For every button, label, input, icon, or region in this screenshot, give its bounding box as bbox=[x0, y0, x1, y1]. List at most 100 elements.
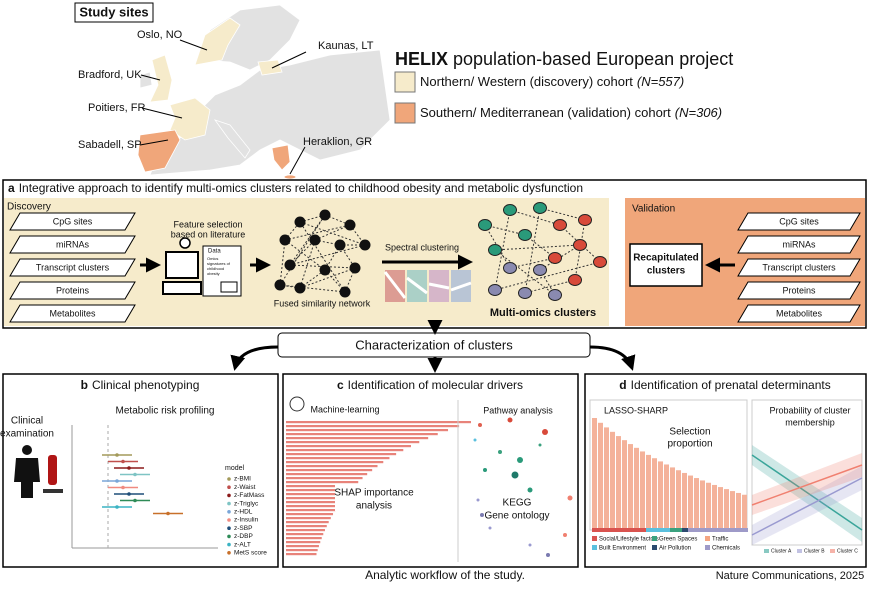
forest-point bbox=[115, 453, 119, 457]
network-edge bbox=[299, 221, 366, 246]
selection-bar bbox=[730, 491, 735, 528]
cluster-node bbox=[553, 219, 567, 231]
pathway-dot bbox=[498, 450, 502, 454]
category-swatch bbox=[705, 545, 710, 550]
heatmap-stripe bbox=[428, 282, 450, 290]
importance-bar bbox=[286, 457, 390, 460]
cluster-swatch bbox=[830, 549, 835, 553]
site-leaders bbox=[139, 39, 307, 175]
panel-letter: c bbox=[337, 378, 344, 392]
cluster-edge bbox=[494, 209, 511, 291]
selection-bar bbox=[700, 480, 705, 528]
cluster-node bbox=[478, 219, 492, 231]
selection-bar bbox=[712, 484, 717, 528]
category-strip bbox=[664, 528, 670, 532]
cluster-label: Cluster C bbox=[837, 548, 858, 554]
cluster-node bbox=[518, 287, 532, 299]
cluster-node bbox=[503, 262, 517, 274]
importance-bar bbox=[286, 529, 325, 532]
model-label: z-BMI bbox=[234, 476, 251, 483]
omics-box bbox=[737, 258, 861, 277]
importance-bar bbox=[286, 449, 404, 452]
doc-text: obesity bbox=[207, 271, 220, 276]
selection-bar bbox=[628, 444, 633, 528]
model-label: z-SBP bbox=[234, 525, 252, 532]
omics-box bbox=[737, 304, 861, 323]
category-label: Air Pollution bbox=[659, 546, 691, 552]
cluster-edge bbox=[484, 224, 526, 236]
cluster-node bbox=[548, 252, 562, 264]
importance-bar bbox=[286, 461, 384, 464]
importance-bar bbox=[286, 509, 336, 512]
pathway-dot bbox=[483, 468, 487, 472]
panel-letter: d bbox=[619, 378, 626, 392]
validation-label: Validation bbox=[632, 204, 675, 215]
forest-point bbox=[127, 466, 131, 470]
forest-point bbox=[121, 485, 125, 490]
importance-bar bbox=[286, 481, 359, 484]
heatmap-stripe bbox=[406, 276, 428, 295]
panel-title: a Integrative approach to identify multi-… bbox=[8, 181, 583, 195]
pathway-dot bbox=[538, 443, 542, 447]
legend-n: (N=557) bbox=[637, 74, 684, 89]
category-strip bbox=[622, 528, 628, 532]
importance-bar bbox=[286, 505, 339, 508]
content: Study sites Oslo, NO Kaunas, LT Bradford, U… bbox=[0, 4, 864, 582]
category-swatch bbox=[652, 545, 657, 550]
network-edge bbox=[299, 267, 356, 289]
omics-box bbox=[737, 281, 861, 300]
network-node bbox=[359, 239, 371, 251]
category-strip bbox=[592, 528, 598, 532]
network-edge bbox=[299, 221, 346, 293]
importance-bar bbox=[286, 477, 363, 480]
network-node bbox=[349, 262, 361, 274]
magnifier bbox=[179, 237, 191, 249]
omics-box bbox=[9, 235, 136, 254]
caption: Analytic workflow of the study. bbox=[365, 568, 525, 582]
category-strip bbox=[634, 528, 640, 532]
site-label: Bradford, UK bbox=[78, 69, 142, 81]
omics-box bbox=[737, 235, 861, 254]
model-swatch bbox=[227, 551, 231, 555]
cluster-band bbox=[752, 445, 862, 542]
importance-bar bbox=[286, 437, 429, 440]
doc-label: Data bbox=[208, 249, 221, 255]
source: Nature Communications, 2025 bbox=[716, 570, 865, 582]
importance-bar bbox=[286, 489, 351, 492]
category-label: Green Spaces bbox=[659, 537, 697, 543]
person-head bbox=[22, 445, 32, 455]
model-swatch bbox=[227, 477, 231, 481]
panel-title-text: Identification of prenatal determinants bbox=[631, 378, 831, 392]
category-strip bbox=[670, 528, 676, 532]
network-node bbox=[294, 216, 306, 228]
cluster-edge bbox=[524, 279, 576, 294]
forest-point bbox=[121, 459, 125, 464]
cluster-node bbox=[488, 244, 502, 256]
map-title: Study sites bbox=[79, 4, 148, 19]
selection-bar bbox=[694, 478, 699, 528]
category-strip bbox=[610, 528, 616, 532]
ml-icon bbox=[289, 396, 305, 412]
importance-bar bbox=[286, 545, 319, 548]
model-swatch bbox=[227, 534, 231, 539]
category-strip bbox=[646, 528, 652, 532]
clusters-label: Multi-omics clusters bbox=[490, 307, 596, 319]
site-label: Kaunas, LT bbox=[318, 40, 374, 52]
network-node bbox=[319, 264, 331, 276]
selection-bar bbox=[676, 470, 681, 528]
omics-label: Transcript clusters bbox=[36, 262, 110, 272]
cluster-line bbox=[751, 454, 863, 531]
panel-title: b Clinical phenotyping bbox=[81, 378, 200, 392]
model-label: z-FatMass bbox=[234, 492, 265, 499]
model-swatch bbox=[227, 518, 231, 522]
pathway-dot bbox=[517, 457, 523, 463]
doc-text: childhood bbox=[207, 266, 224, 271]
model-swatch bbox=[227, 485, 231, 490]
selection-bar bbox=[646, 454, 651, 528]
omics-label: miRNAs bbox=[56, 239, 89, 249]
selection-bar bbox=[634, 447, 639, 528]
panel-letter: a bbox=[8, 181, 15, 195]
characterization-label: Characterization of clusters bbox=[355, 337, 513, 352]
pathway-dot bbox=[473, 438, 477, 442]
probability-frame bbox=[751, 399, 863, 546]
